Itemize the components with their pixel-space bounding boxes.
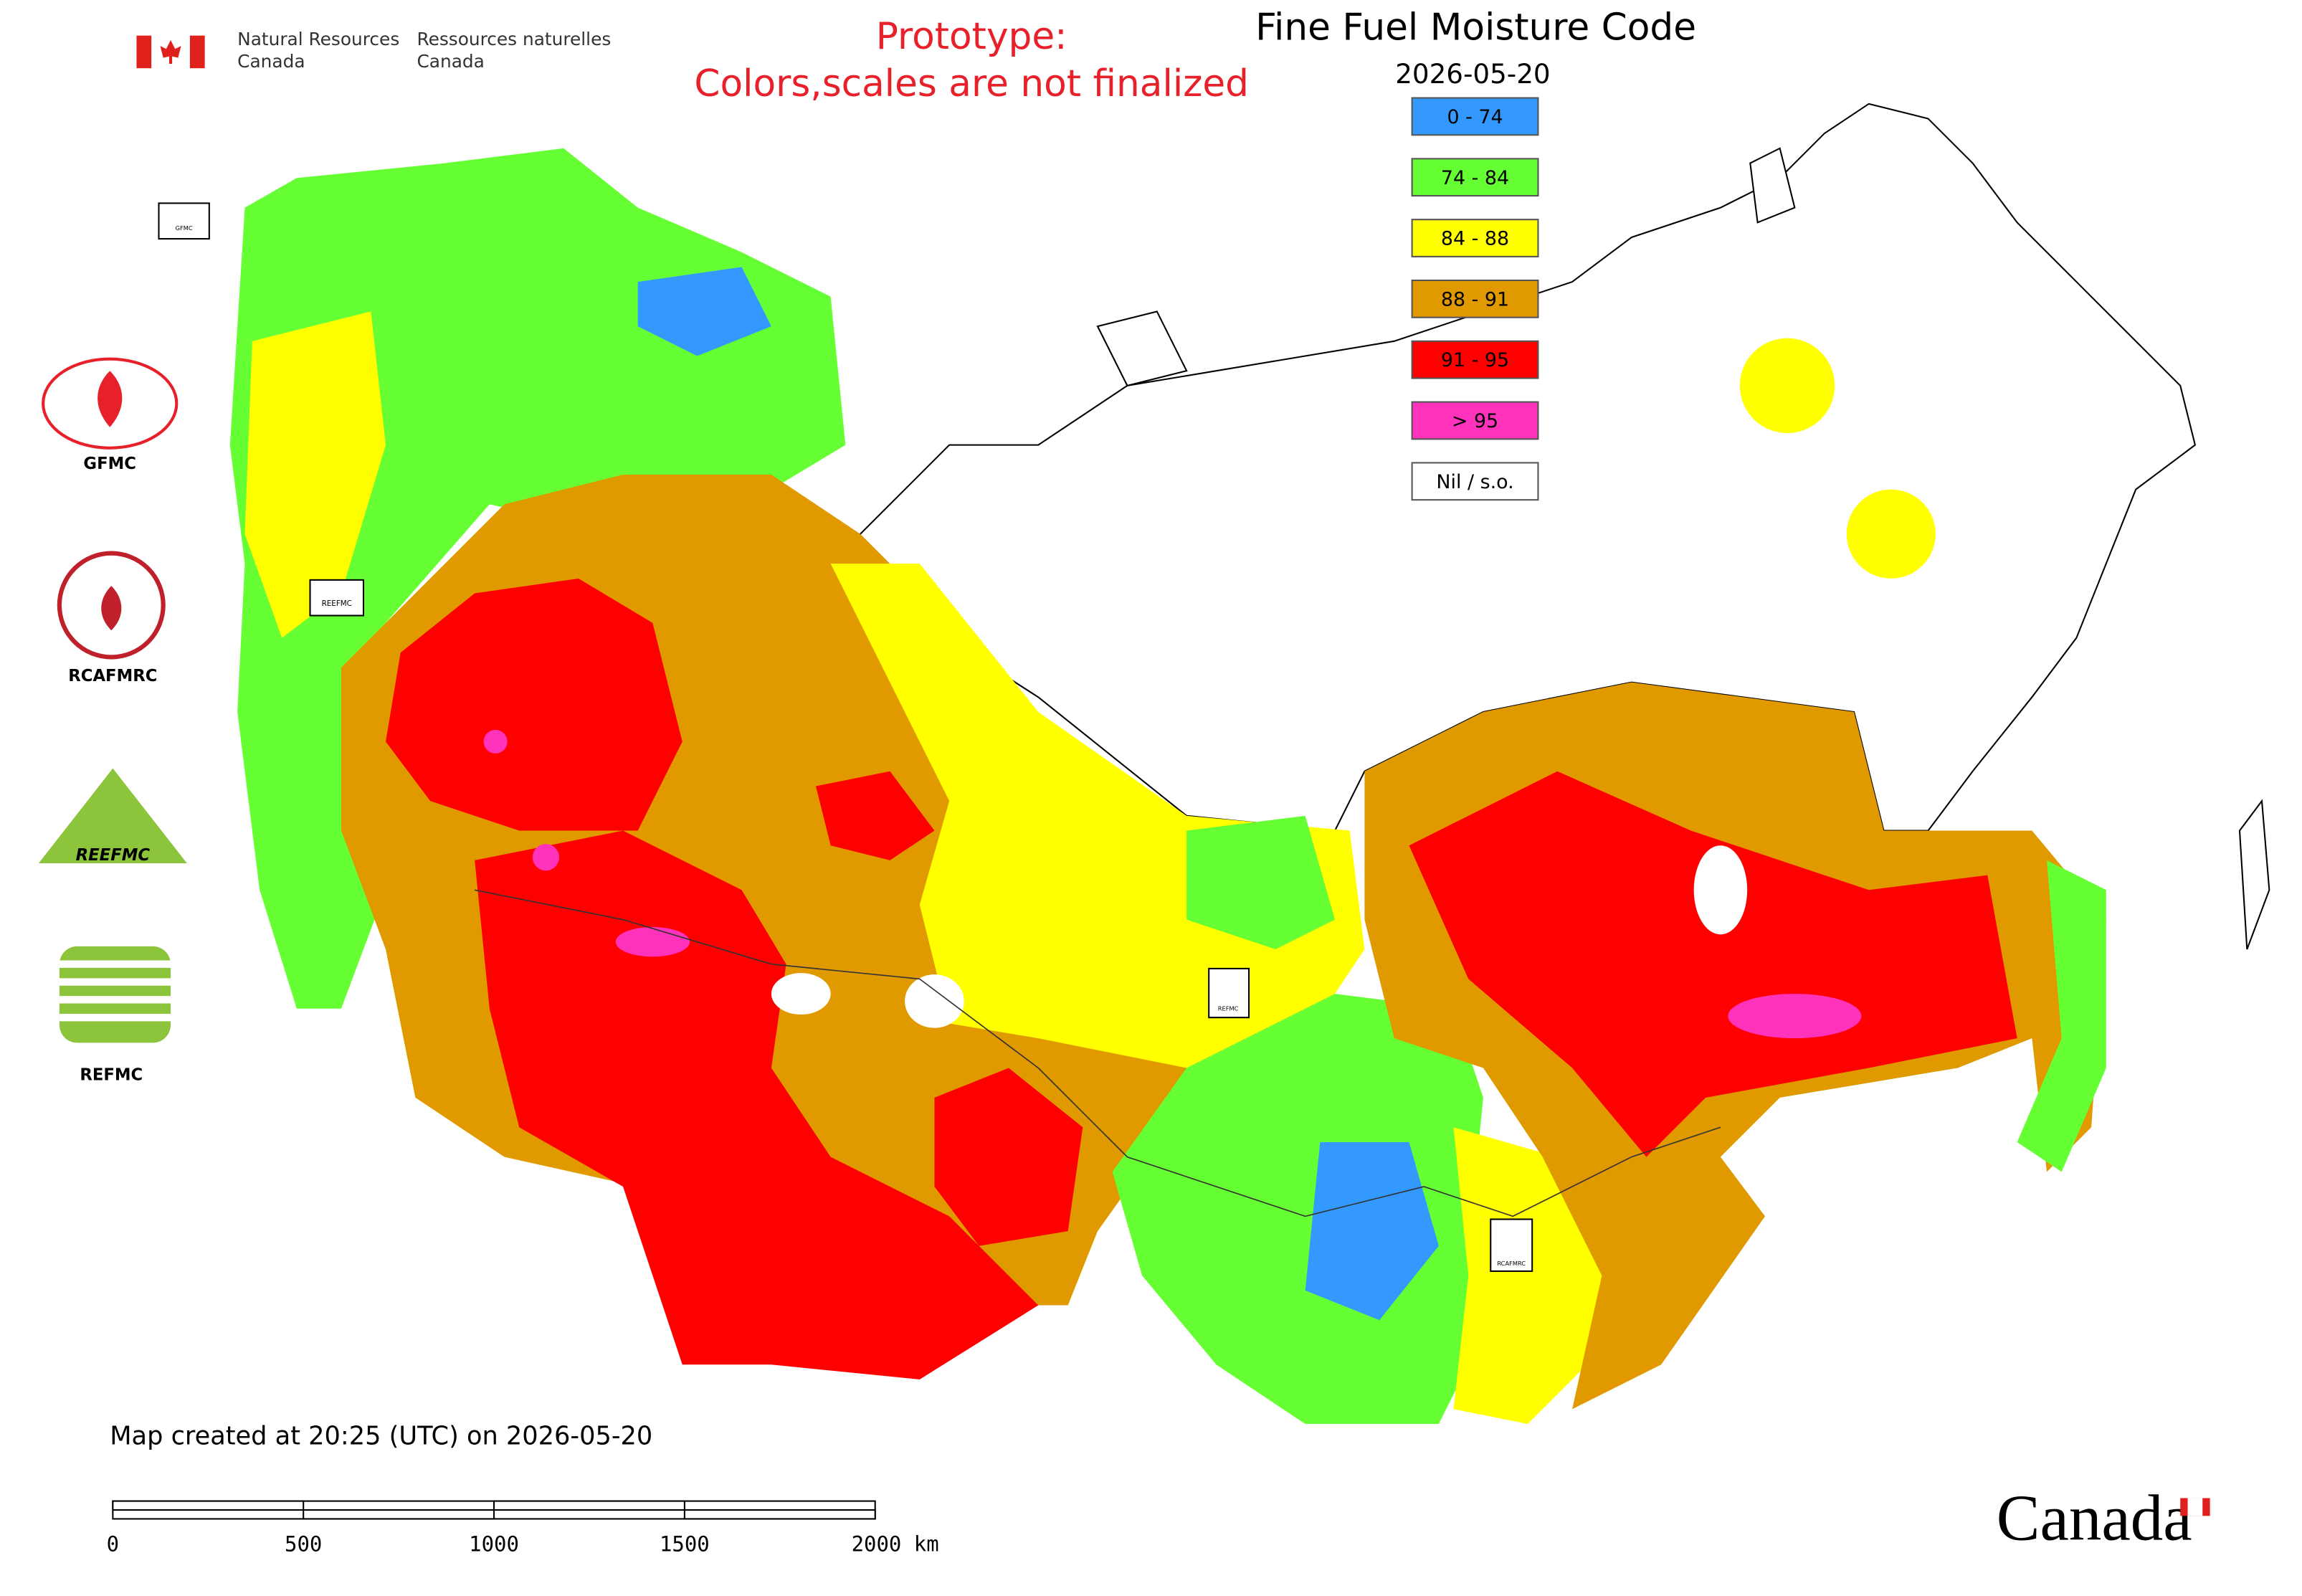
legend-label: 88 - 91	[1441, 288, 1509, 310]
logo-label: REEFMC	[76, 846, 151, 865]
island	[2238, 799, 2270, 950]
fuel-region	[771, 973, 831, 1015]
fuel-region	[615, 926, 690, 957]
fuel-region	[1693, 845, 1748, 935]
fuel-region	[229, 148, 846, 1009]
fuel-region	[1186, 815, 1336, 950]
map-marker	[309, 579, 365, 617]
marker-label: REFMC	[1218, 1004, 1239, 1012]
logo-label: RCAFMRC	[68, 667, 157, 685]
fuel-region	[2017, 860, 2106, 1172]
marker-label: RCAFMRC	[1497, 1260, 1526, 1267]
legend-label: 0 - 74	[1447, 106, 1503, 128]
marker-label: GFMC	[176, 224, 193, 232]
prototype-notice: Colors,scales are not finalized	[694, 62, 1249, 105]
legend-label: 84 - 88	[1441, 228, 1509, 250]
fuel-region	[386, 578, 682, 831]
scale-label: 500	[285, 1532, 322, 1557]
legend-label: > 95	[1452, 410, 1498, 432]
logo-label: REFMC	[80, 1065, 143, 1084]
scale-label: 2000 km	[852, 1532, 939, 1557]
scale-label: 1500	[660, 1532, 710, 1557]
fuel-region	[1728, 994, 1862, 1039]
fuel-region	[934, 1068, 1083, 1246]
legend-swatch	[1411, 279, 1539, 318]
border	[474, 889, 1721, 1217]
legend-label: Nil / s.o.	[1436, 471, 1513, 493]
legend-swatch	[1411, 158, 1539, 197]
creation-note: Map created at 20:25 (UTC) on 2026-05-20	[110, 1422, 652, 1451]
fuel-region	[905, 974, 964, 1028]
fuel-region	[1305, 1141, 1439, 1321]
department-en: Canada	[237, 51, 305, 72]
fuel-region	[637, 267, 771, 356]
legend-label: 74 - 84	[1441, 167, 1509, 189]
canada-wordmark: Canada	[1997, 1482, 2192, 1554]
scale-bar: 0 500 1000 1500 2000 km	[107, 1500, 939, 1557]
partner-logos: GFMC RCAFMRC REEFMC REFMC	[38, 357, 187, 1084]
fuel-region	[1846, 489, 1936, 579]
island	[1749, 147, 1796, 224]
map	[229, 103, 2270, 1425]
marker-label: REEFMC	[322, 599, 352, 608]
legend: 0 - 74 74 - 84 84 - 88 88 - 91 91 - 95 > 95 Ni…	[1411, 97, 1539, 501]
scale-label: 0	[107, 1532, 119, 1557]
fuel-region	[1112, 994, 1483, 1425]
legend-swatch	[1411, 97, 1539, 136]
fuel-region	[483, 729, 508, 754]
logo-label: GFMC	[83, 455, 136, 473]
map-marker	[1490, 1218, 1533, 1272]
fuel-region	[1739, 338, 1835, 434]
legend-swatch	[1411, 401, 1539, 440]
department-en: Natural Resources	[237, 29, 399, 49]
legend-swatch	[1411, 340, 1539, 379]
gc-signature: Natural Resources Canada Ressources natu…	[136, 29, 611, 72]
fuel-region	[532, 844, 560, 871]
scale-label: 1000	[469, 1532, 519, 1557]
department-fr: Canada	[417, 51, 484, 72]
legend-swatch	[1411, 219, 1539, 257]
legend-label: 91 - 95	[1441, 349, 1509, 371]
fuel-region	[830, 564, 1365, 1068]
map-marker	[158, 202, 210, 240]
map-markers: GFMC REEFMC REFMC RCAFMRC	[158, 202, 1533, 1272]
department-fr: Ressources naturelles	[417, 29, 611, 49]
map-marker	[1208, 967, 1250, 1019]
island	[1096, 310, 1188, 387]
legend-swatch	[1411, 462, 1539, 501]
map-date: 2026-05-20	[1395, 58, 1550, 90]
fuel-region	[475, 830, 1039, 1379]
map-title: Fine Fuel Moisture Code	[1255, 6, 1696, 49]
fuel-region	[815, 771, 935, 860]
prototype-notice: Prototype:	[876, 15, 1067, 58]
fuel-region	[244, 311, 386, 638]
fuel-region	[1409, 771, 2017, 1157]
